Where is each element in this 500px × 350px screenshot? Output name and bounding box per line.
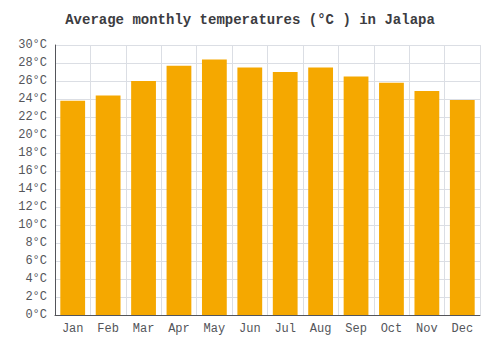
svg-text:30°C: 30°C — [18, 38, 47, 52]
svg-text:Nov: Nov — [416, 322, 438, 336]
svg-text:Feb: Feb — [97, 322, 119, 336]
svg-text:Jun: Jun — [239, 322, 261, 336]
svg-text:Average monthly temperatures (: Average monthly temperatures (°C ) in Ja… — [65, 12, 435, 28]
svg-text:28°C: 28°C — [18, 56, 47, 70]
svg-text:Jan: Jan — [62, 322, 84, 336]
svg-text:24°C: 24°C — [18, 92, 47, 106]
svg-text:Dec: Dec — [451, 322, 473, 336]
svg-text:Sep: Sep — [345, 322, 367, 336]
svg-text:Apr: Apr — [168, 322, 190, 336]
svg-text:14°C: 14°C — [18, 182, 47, 196]
svg-text:Aug: Aug — [310, 322, 332, 336]
svg-text:16°C: 16°C — [18, 164, 47, 178]
svg-text:May: May — [204, 322, 226, 336]
svg-text:26°C: 26°C — [18, 74, 47, 88]
svg-text:0°C: 0°C — [25, 308, 47, 322]
svg-text:Mar: Mar — [133, 322, 155, 336]
svg-text:4°C: 4°C — [25, 272, 47, 286]
svg-text:12°C: 12°C — [18, 200, 47, 214]
svg-text:18°C: 18°C — [18, 146, 47, 160]
svg-text:10°C: 10°C — [18, 218, 47, 232]
svg-text:8°C: 8°C — [25, 236, 47, 250]
svg-text:22°C: 22°C — [18, 110, 47, 124]
svg-text:2°C: 2°C — [25, 290, 47, 304]
svg-text:20°C: 20°C — [18, 128, 47, 142]
svg-text:Jul: Jul — [274, 322, 296, 336]
svg-text:6°C: 6°C — [25, 254, 47, 268]
svg-text:Oct: Oct — [381, 322, 403, 336]
